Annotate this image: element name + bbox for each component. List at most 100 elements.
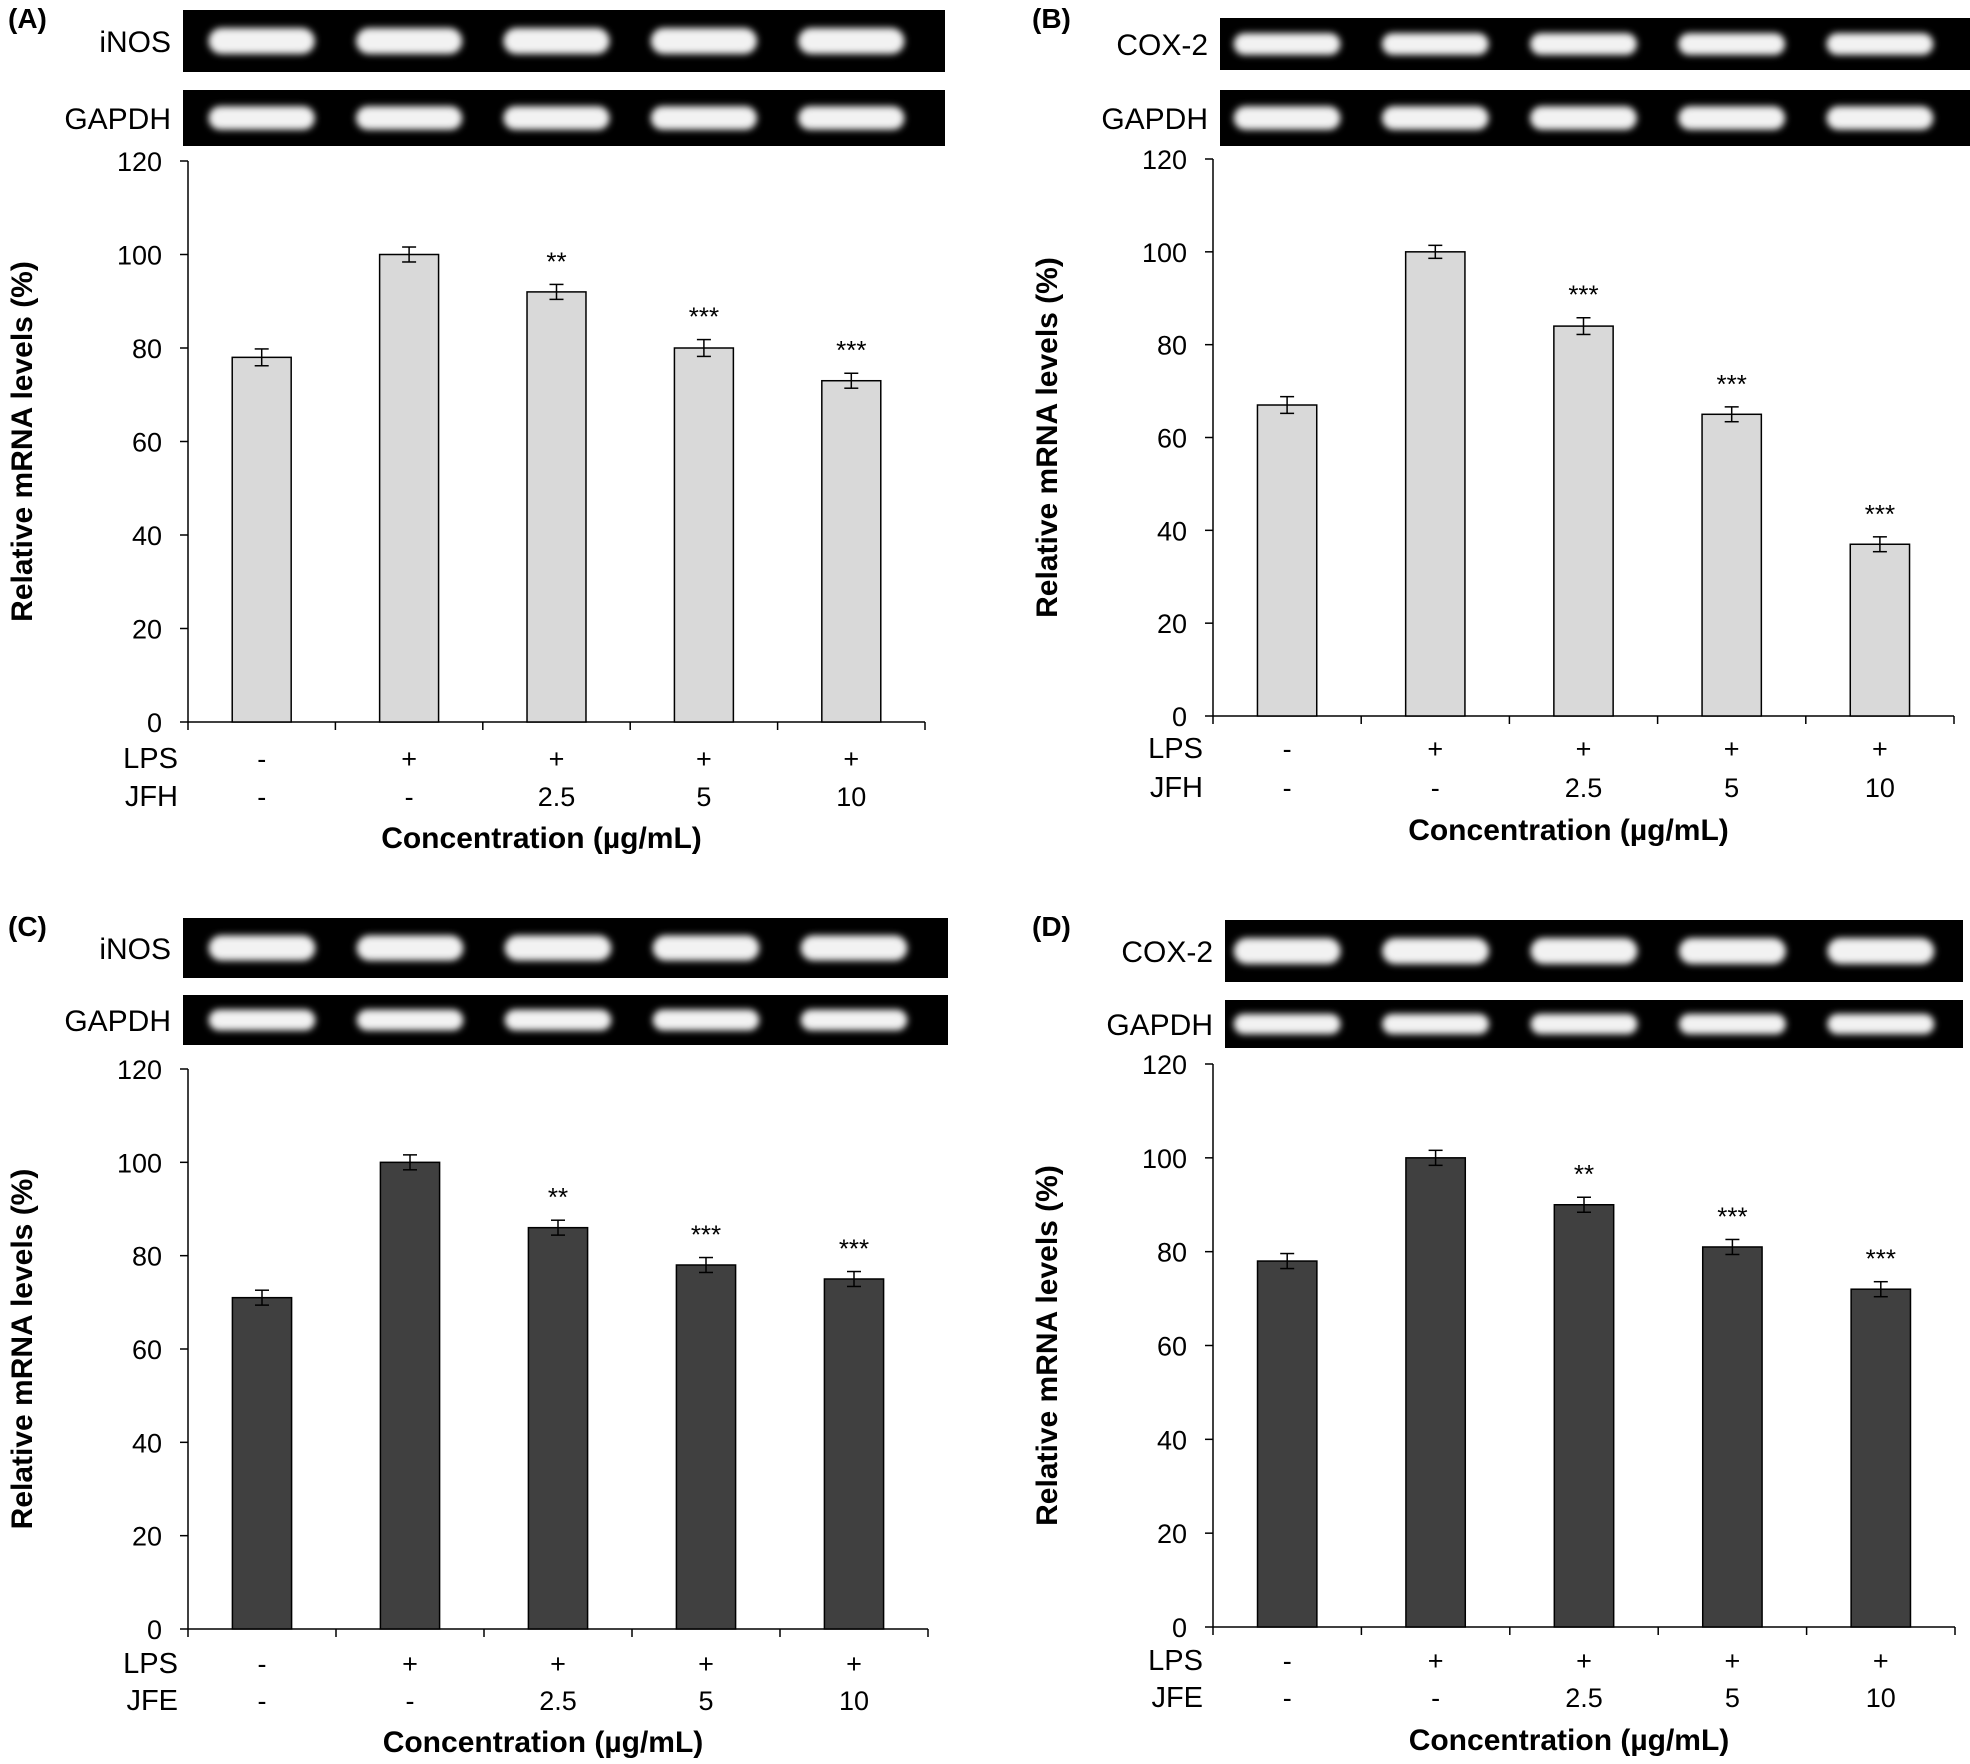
y-tick-label: 20 [1157,1519,1187,1549]
gel-band [1827,937,1935,965]
x-axis-title: Concentration (µg/mL) [383,1726,704,1759]
y-tick-label: 0 [147,708,162,738]
gel-band [1233,937,1341,965]
gel-band [504,935,612,961]
gel-band [1530,937,1638,965]
treatment-value: 10 [1865,773,1895,803]
treatment-value: + [698,1649,714,1679]
treatment-value: 2.5 [538,782,576,812]
target-gene-label: COX-2 [1116,29,1208,62]
reference-gene-label: GAPDH [64,1005,171,1038]
y-tick-label: 80 [1157,331,1187,361]
reference-gene-label: GAPDH [64,103,171,136]
treatment-value: - [257,744,266,774]
gel-band [798,27,905,55]
treatment-value: + [550,1649,566,1679]
significance-mark: ** [546,246,566,276]
significance-mark: *** [839,1234,869,1264]
bar [1850,1288,1912,1628]
panel-label: (B) [1032,3,1071,34]
gel-band [652,935,760,961]
treatment-value: 5 [696,782,711,812]
gel-band [652,1009,760,1031]
treatment-value: - [257,782,266,812]
panel-label: (D) [1032,911,1071,942]
gel-band [1530,1013,1638,1035]
treatment-value: 5 [1725,1683,1740,1713]
treatment-value: - [1431,1683,1440,1713]
y-tick-label: 80 [1157,1238,1187,1268]
y-axis-title: Relative mRNA levels (%) [6,1169,39,1530]
bar [527,1226,589,1630]
y-tick-label: 100 [1142,238,1187,268]
treatment-value: + [1428,1646,1444,1676]
treatment-value: - [1283,1683,1292,1713]
chart-panel-d: (D) COX-2 GAPDH 0 20 40 60 80 100 120 Relative mRN… [1031,911,1963,1757]
y-tick-label: 20 [1157,609,1187,639]
bar [1405,1157,1467,1628]
significance-mark: *** [1568,280,1598,310]
significance-mark: *** [1866,1244,1896,1274]
bar [526,291,587,723]
treatment-value: 5 [1724,773,1739,803]
y-tick-label: 120 [1142,1050,1187,1080]
treatment-row-label: JFH [125,781,178,813]
treatment-value: - [1283,1646,1292,1676]
panel-label: (A) [8,3,47,34]
gel-band [798,106,905,130]
treatment-value: + [1873,1646,1889,1676]
y-tick-label: 40 [132,1428,162,1458]
y-tick-label: 60 [132,1335,162,1365]
significance-mark: *** [1717,1201,1747,1231]
treatment-value: 2.5 [539,1686,577,1716]
gel-band [650,27,757,55]
y-tick-label: 60 [132,428,162,458]
gel-band [356,935,464,961]
y-tick-label: 40 [1157,1425,1187,1455]
chart-panel-b: (B) COX-2 GAPDH 0 20 40 60 80 100 120 Relative mRN… [1031,3,1970,847]
gel-band [1678,33,1786,55]
significance-mark: *** [691,1220,721,1250]
bar [1553,1204,1615,1628]
gel-band [503,106,610,130]
bar [673,347,735,723]
gel-band [800,1009,908,1031]
bar [675,1264,737,1630]
treatment-value: - [1283,734,1292,764]
y-tick-label: 20 [132,1522,162,1552]
bar [1553,325,1614,717]
treatment-value: - [406,1686,415,1716]
treatment-value: + [843,744,859,774]
treatment-value: + [1576,1646,1592,1676]
gel-band [800,935,908,961]
y-axis-title: Relative mRNA levels (%) [6,261,39,622]
y-tick-label: 20 [132,615,162,645]
gel-band [1382,937,1490,965]
gel-band [208,27,315,55]
bar [378,253,440,723]
y-tick-label: 40 [1157,516,1187,546]
y-tick-label: 100 [1142,1144,1187,1174]
gel-band [208,106,315,130]
gel-band [1233,33,1341,55]
gel-band [1382,1013,1490,1035]
treatment-value: - [1431,773,1440,803]
gel-band [356,27,463,55]
bar [231,356,292,723]
y-tick-label: 80 [132,334,162,364]
x-axis-title: Concentration (µg/mL) [1409,1724,1730,1757]
gel-band [208,935,316,961]
reference-gene-label: GAPDH [1106,1009,1213,1042]
gel-band [1678,937,1786,965]
gel-band [1381,106,1489,130]
significance-mark: *** [1717,369,1747,399]
significance-mark: ** [548,1182,568,1212]
gel-band [1678,106,1786,130]
reference-gene-label: GAPDH [1101,103,1208,136]
treatment-value: 10 [1866,1683,1896,1713]
significance-mark: ** [1574,1159,1594,1189]
treatment-value: + [401,744,417,774]
treatment-value: 10 [836,782,866,812]
target-gene-label: iNOS [99,26,171,59]
y-axis-title: Relative mRNA levels (%) [1031,257,1064,618]
